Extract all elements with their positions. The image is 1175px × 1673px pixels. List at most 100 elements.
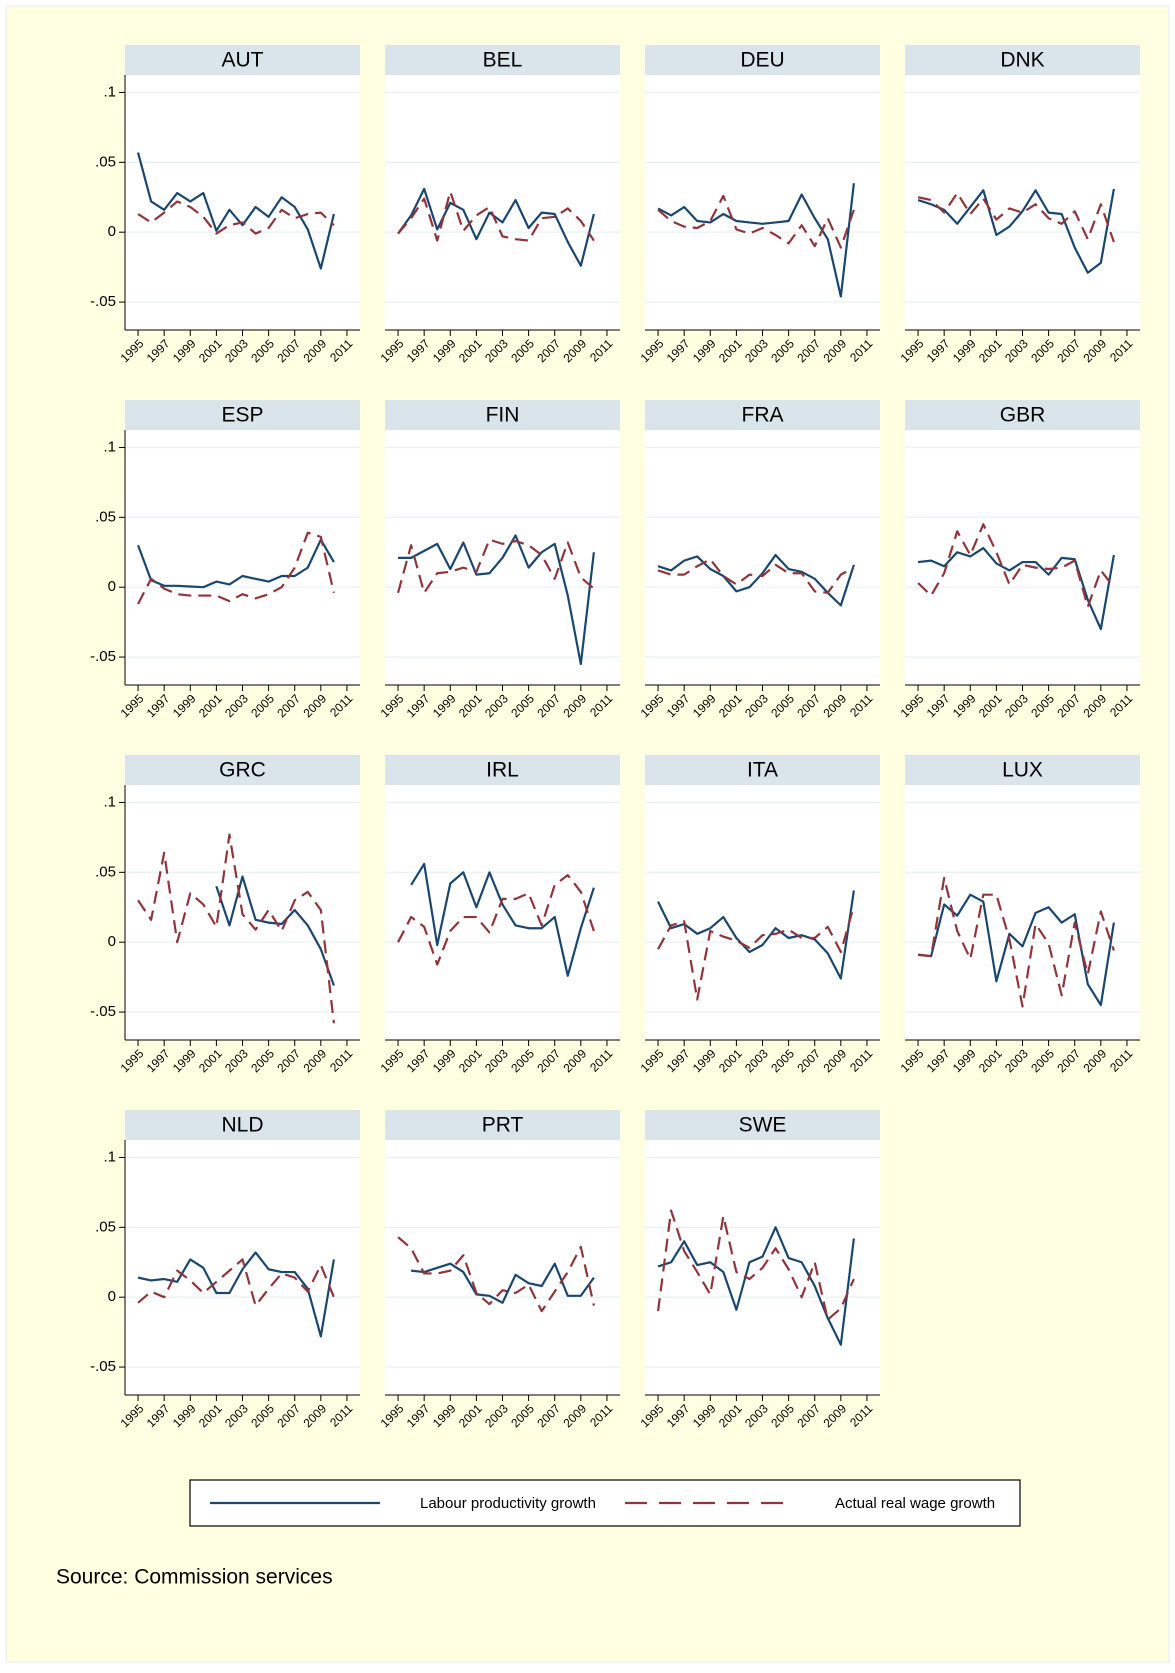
series-line	[410, 862, 595, 977]
panel-title: LUX	[1002, 759, 1043, 782]
legend: Labour productivity growth Actual real wa…	[189, 1479, 1021, 1527]
panel-title: PRT	[482, 1114, 524, 1137]
y-tick-label: .1	[103, 438, 116, 455]
series-line	[657, 890, 855, 980]
plot-area	[385, 75, 620, 330]
strip	[385, 45, 620, 75]
strip	[125, 400, 360, 430]
y-tick-label: .05	[95, 508, 116, 525]
series-line	[397, 187, 595, 267]
series-line	[137, 538, 335, 589]
plot-area	[125, 430, 360, 685]
series-line	[917, 876, 1115, 1008]
y-tick-label: 0	[108, 933, 116, 950]
panel-title: DEU	[740, 49, 784, 72]
plot-area	[645, 430, 880, 685]
panel-title: DNK	[1000, 49, 1044, 72]
y-tick-label: -.05	[90, 293, 116, 310]
y-tick-label: 0	[108, 223, 116, 240]
series-line	[657, 1226, 855, 1346]
y-tick-label: .05	[95, 153, 116, 170]
plot-area	[385, 1140, 620, 1395]
plot-area	[645, 785, 880, 1040]
strip	[125, 755, 360, 785]
panel: GRC.1.050-.05199519971999200120032005200…	[90, 755, 360, 1075]
plot-area	[125, 75, 360, 330]
y-tick-label: -.05	[90, 1003, 116, 1020]
panel-title: NLD	[221, 1114, 263, 1137]
series-line	[657, 183, 855, 298]
panel-title: FRA	[742, 404, 784, 427]
plot-area	[645, 75, 880, 330]
strip	[905, 45, 1140, 75]
strip	[905, 400, 1140, 430]
series-line	[657, 905, 855, 1001]
strip	[125, 45, 360, 75]
y-tick-label: .1	[103, 793, 116, 810]
series-line	[917, 191, 1115, 243]
y-tick-label: .1	[103, 83, 116, 100]
series-line	[137, 531, 335, 605]
series-line	[410, 1262, 595, 1304]
panel-title: AUT	[222, 49, 264, 72]
y-tick-label: 0	[108, 578, 116, 595]
series-line	[136, 152, 335, 270]
strip	[125, 1110, 360, 1140]
y-tick-label: -.05	[90, 648, 116, 665]
series-line	[398, 534, 595, 666]
y-tick-label: .05	[95, 1218, 116, 1235]
panel: NLD.1.050-.05199519971999200120032005200…	[90, 1110, 360, 1430]
panel: ESP.1.050-.05199519971999200120032005200…	[90, 400, 360, 720]
series-line	[137, 1258, 335, 1307]
strip	[645, 45, 880, 75]
series-line	[657, 194, 855, 249]
y-tick-label: 0	[108, 1288, 116, 1305]
series-line	[397, 1236, 595, 1313]
panel-title: GRC	[219, 759, 266, 782]
strip	[385, 755, 620, 785]
series-line	[137, 1251, 335, 1338]
series-line	[397, 874, 595, 966]
legend-label: Labour productivity growth	[420, 1495, 596, 1512]
series-line	[917, 546, 1115, 631]
strip	[385, 1110, 620, 1140]
strip	[645, 1110, 880, 1140]
panel-title: BEL	[483, 49, 523, 72]
series-line	[917, 188, 1115, 274]
plot-area	[385, 785, 620, 1040]
series-line	[917, 523, 1115, 608]
strip	[385, 400, 620, 430]
y-tick-label: .1	[103, 1148, 116, 1165]
panel-title: GBR	[1000, 404, 1046, 427]
plot-area	[905, 430, 1140, 685]
strip	[645, 400, 880, 430]
strip	[645, 755, 880, 785]
series-line	[396, 538, 595, 594]
series-line	[215, 875, 335, 986]
panel-title: SWE	[739, 1114, 787, 1137]
series-line	[657, 553, 855, 607]
series-line	[137, 833, 335, 1024]
panel-title: ESP	[221, 404, 263, 427]
y-tick-label: -.05	[90, 1358, 116, 1375]
plot-area	[905, 75, 1140, 330]
y-tick-label: .05	[95, 863, 116, 880]
panel: AUT.1.050-.05199519971999200120032005200…	[90, 45, 360, 365]
series-line	[137, 200, 335, 235]
source-note: Source: Commission services	[56, 1566, 333, 1589]
panel-title: ITA	[747, 759, 778, 782]
strip	[905, 755, 1140, 785]
series-line	[917, 893, 1115, 1007]
panel-title: IRL	[486, 759, 519, 782]
